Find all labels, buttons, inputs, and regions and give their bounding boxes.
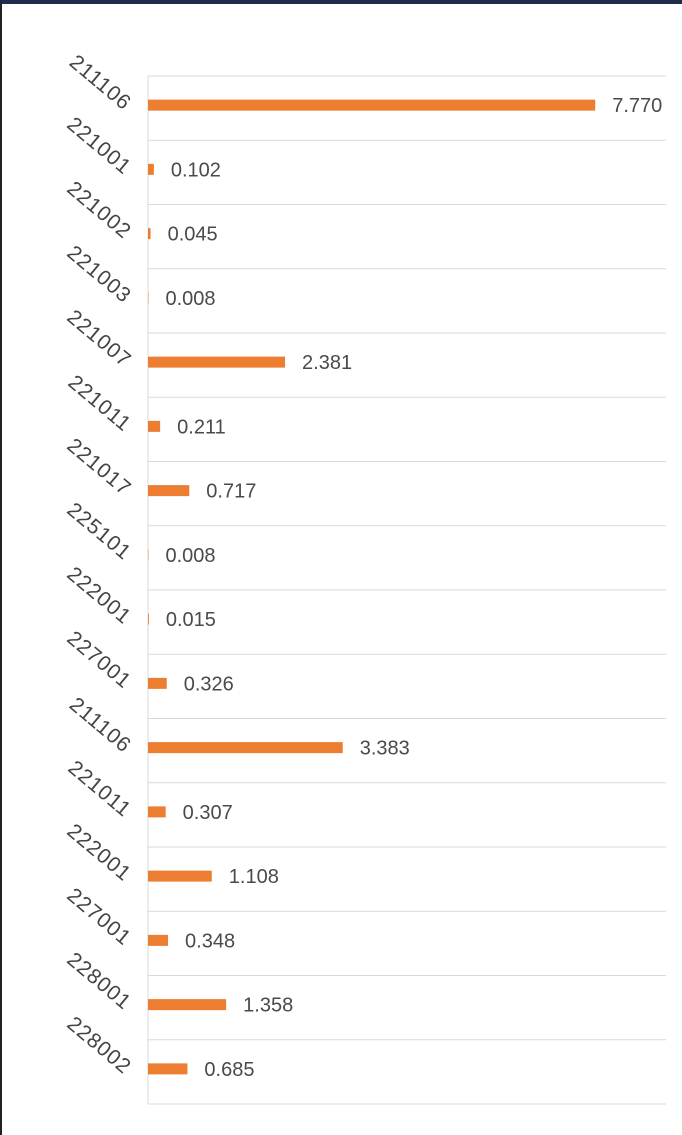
data-label: 2.381	[302, 352, 352, 374]
data-label: 0.717	[206, 481, 256, 503]
data-label: 0.326	[184, 673, 234, 695]
bar-chart: 2111062210012210022210032210072210112210…	[63, 50, 666, 1105]
data-label: 1.108	[229, 866, 279, 888]
data-label: 0.015	[166, 609, 216, 631]
bar-7	[148, 485, 190, 497]
category-tick-label: 221017	[63, 434, 136, 501]
bar-14	[148, 934, 169, 946]
data-label: 0.045	[168, 224, 218, 246]
bar-12	[148, 806, 166, 818]
data-label: 7.770	[612, 95, 662, 117]
category-tick-label: 222001	[63, 562, 136, 629]
data-labels: 7.770 0.102 0.045 0.008 2.381 0.211 0.717 0.008…	[165, 95, 662, 1081]
category-tick-label: 225101	[63, 498, 136, 565]
gridlines	[148, 75, 666, 1105]
data-label: 0.307	[183, 802, 233, 824]
category-tick-label: 211106	[65, 50, 136, 115]
category-tick-label: 221001	[63, 113, 136, 180]
bar-5	[148, 356, 286, 368]
bar-11	[148, 742, 343, 754]
bar-1	[148, 99, 596, 111]
bar-2	[148, 163, 154, 175]
category-tick-label: 211106	[65, 693, 136, 758]
category-tick-label: 222001	[63, 819, 136, 886]
data-label: 0.102	[171, 159, 221, 181]
bar-10	[148, 677, 167, 689]
bar-13	[148, 870, 212, 882]
data-label: 0.211	[177, 416, 226, 438]
category-tick-label: 228001	[63, 948, 136, 1015]
category-tick-label: 221011	[64, 756, 136, 822]
data-label: 0.685	[204, 1059, 254, 1081]
bar-16	[148, 1063, 188, 1075]
data-label: 0.348	[185, 930, 235, 952]
bar-3	[148, 228, 151, 240]
category-tick-label: 227001	[63, 884, 136, 951]
category-tick-labels: 2111062210012210022210032210072210112210…	[63, 50, 136, 1078]
bar-9	[148, 613, 149, 625]
category-tick-label: 228002	[63, 1012, 136, 1079]
data-label: 0.008	[165, 545, 215, 567]
bar-6	[148, 420, 161, 432]
category-tick-label: 221002	[63, 177, 136, 244]
data-label: 0.008	[165, 288, 215, 310]
category-tick-label: 221011	[64, 371, 136, 437]
category-tick-label: 221007	[63, 305, 136, 372]
bar-15	[148, 999, 227, 1011]
category-tick-label: 221003	[63, 241, 136, 308]
data-label: 3.383	[360, 738, 410, 760]
category-tick-label: 227001	[63, 627, 136, 694]
data-label: 1.358	[243, 995, 293, 1017]
bars	[148, 99, 596, 1075]
